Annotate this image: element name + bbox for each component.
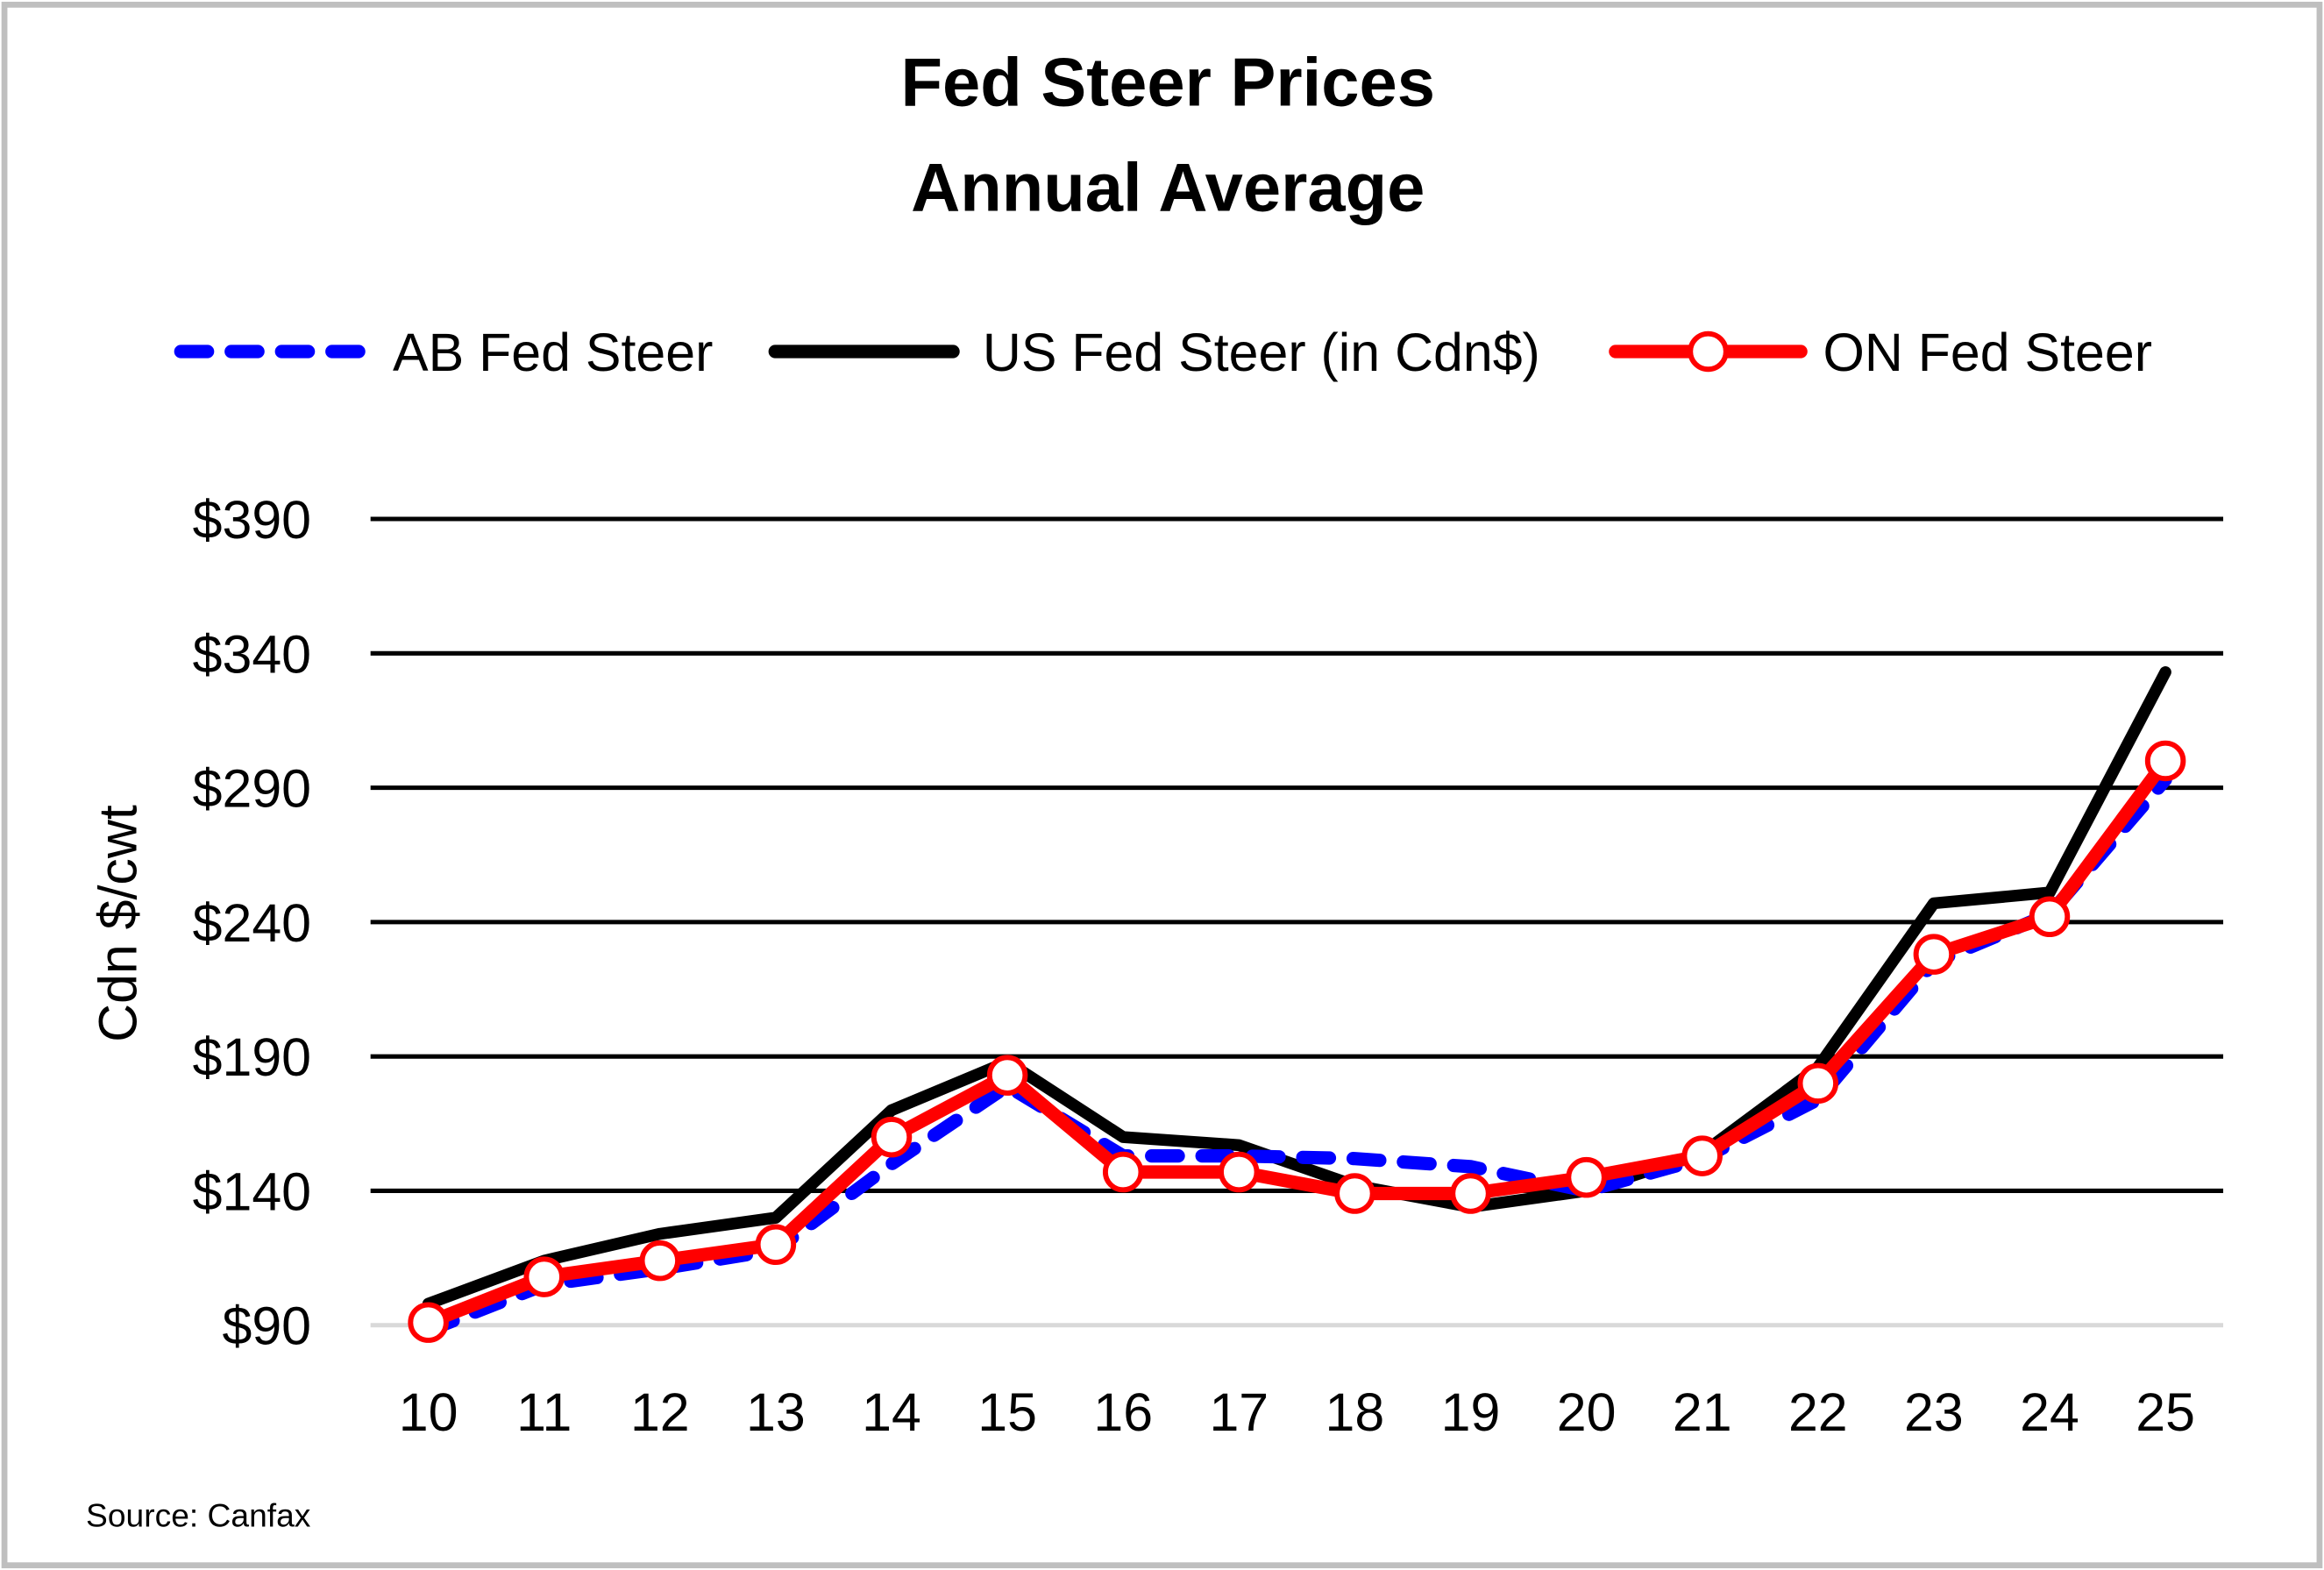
legend: AB Fed Steer US Fed Steer (in Cdn$) ON Fed… (174, 323, 2152, 382)
y-tick-label: $390 (193, 490, 311, 550)
data-point-marker (2029, 896, 2071, 938)
legend-label: US Fed Steer (in Cdn$) (983, 323, 1540, 382)
x-tick-label: 16 (1093, 1382, 1153, 1442)
x-tick-label: 10 (399, 1382, 458, 1442)
x-tick-label: 14 (862, 1382, 921, 1442)
y-axis-label: Cdn $/cwt (89, 805, 148, 1042)
data-point-marker (755, 1224, 797, 1266)
x-tick-label: 18 (1325, 1382, 1385, 1442)
gridlines (370, 516, 2224, 1328)
legend-label: ON Fed Steer (1823, 323, 2152, 382)
series-line-on-fed-steer (422, 754, 2172, 1330)
y-tick-label: $340 (193, 624, 311, 684)
data-point-marker (1219, 1151, 1260, 1193)
legend-item: ON Fed Steer (1609, 323, 2152, 382)
data-point-marker (1681, 1135, 1723, 1176)
data-point-marker (1334, 1173, 1375, 1214)
x-tick-label: 17 (1209, 1382, 1269, 1442)
x-tick-label: 20 (1557, 1382, 1617, 1442)
legend-marker (1688, 330, 1729, 373)
y-tick-label: $140 (193, 1162, 311, 1221)
y-tick-label: $190 (193, 1027, 311, 1087)
data-point-marker (2144, 740, 2186, 782)
x-tick-label: 11 (516, 1382, 572, 1442)
y-axis-ticks: $90 $140 $190 $240 $290 $340 $390 (193, 490, 311, 1356)
data-point-marker (1913, 934, 1955, 975)
x-tick-label: 15 (977, 1382, 1037, 1442)
legend-label: AB Fed Steer (393, 323, 713, 382)
y-tick-label: $240 (193, 893, 311, 953)
data-point-marker (1450, 1173, 1491, 1214)
x-tick-label: 13 (746, 1382, 806, 1442)
x-tick-label: 22 (1788, 1382, 1848, 1442)
chart-subtitle: Annual Average (911, 150, 1425, 225)
data-point-marker (408, 1302, 449, 1343)
legend-item: AB Fed Steer (174, 323, 713, 382)
series-group (408, 666, 2186, 1343)
data-point-marker (523, 1256, 565, 1297)
x-axis-ticks: 10 11 12 13 14 15 16 17 18 19 20 21 22 23 24 25 (399, 1382, 2195, 1442)
data-point-marker (1102, 1151, 1144, 1193)
data-point-marker (1566, 1156, 1607, 1198)
source-note: Source: Canfax (86, 1497, 311, 1534)
x-tick-label: 24 (2020, 1382, 2079, 1442)
y-tick-label: $290 (193, 759, 311, 819)
legend-item: US Fed Steer (in Cdn$) (768, 323, 1540, 382)
x-tick-label: 21 (1673, 1382, 1732, 1442)
x-tick-label: 19 (1441, 1382, 1501, 1442)
data-point-marker (1797, 1062, 1839, 1105)
chart-title: Fed Steer Prices (901, 45, 1435, 120)
x-tick-label: 23 (1904, 1382, 1964, 1442)
data-point-marker (871, 1116, 913, 1158)
x-tick-label: 25 (2136, 1382, 2195, 1442)
series-line-us-fed-steer-in-cdn- (422, 666, 2171, 1310)
y-tick-label: $90 (222, 1296, 311, 1356)
data-point-marker (986, 1055, 1028, 1096)
x-tick-label: 12 (630, 1382, 690, 1442)
data-point-marker (639, 1240, 681, 1282)
